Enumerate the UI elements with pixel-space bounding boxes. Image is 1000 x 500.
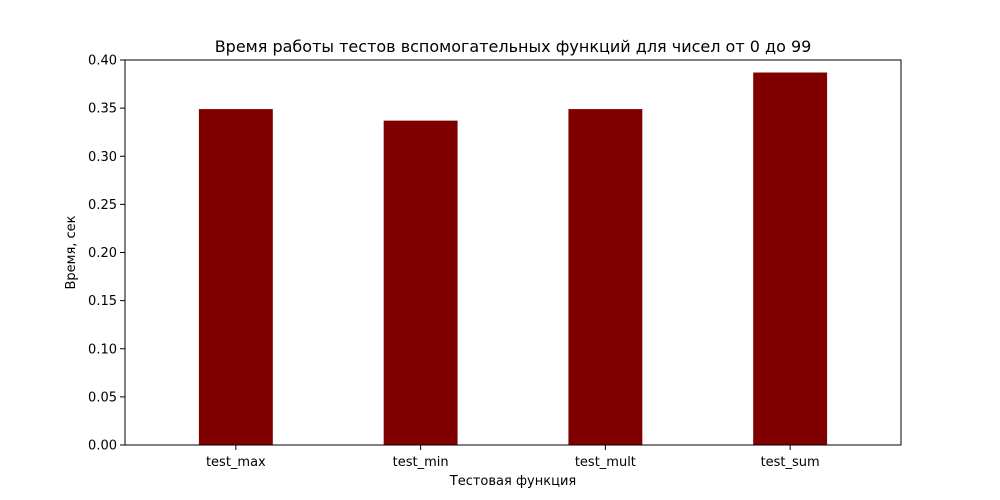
y-tick-label: 0.35 <box>88 102 117 117</box>
y-axis-title: Время, сек <box>64 215 79 289</box>
x-tick-label: test_min <box>393 455 449 470</box>
chart-title: Время работы тестов вспомогательных функ… <box>215 37 812 56</box>
y-tick-label: 0.10 <box>88 342 117 357</box>
y-tick-label: 0.30 <box>88 150 117 165</box>
y-tick-label: 0.15 <box>88 294 117 309</box>
x-tick-label: test_sum <box>761 455 820 470</box>
y-tick-label: 0.05 <box>88 390 117 405</box>
bar-test-max <box>198 109 273 446</box>
x-axis: test_max test_min test_mult test_sum <box>206 445 820 470</box>
y-tick-label: 0.00 <box>88 439 117 454</box>
y-axis: 0.00 0.05 0.10 0.15 0.20 0.25 0.30 0.35 0.40 <box>88 54 125 454</box>
x-tick-label: test_mult <box>575 455 636 470</box>
bar-test-min <box>383 120 458 445</box>
plot-area <box>198 72 828 446</box>
x-axis-title: Тестовая функция <box>449 474 576 489</box>
bar-test-mult <box>568 109 643 446</box>
y-tick-label: 0.25 <box>88 198 117 213</box>
y-tick-label: 0.20 <box>88 246 117 261</box>
y-tick-label: 0.40 <box>88 54 117 69</box>
plot-frame <box>124 59 902 446</box>
x-tick-label: test_max <box>206 455 266 470</box>
bar-test-sum <box>753 72 828 445</box>
